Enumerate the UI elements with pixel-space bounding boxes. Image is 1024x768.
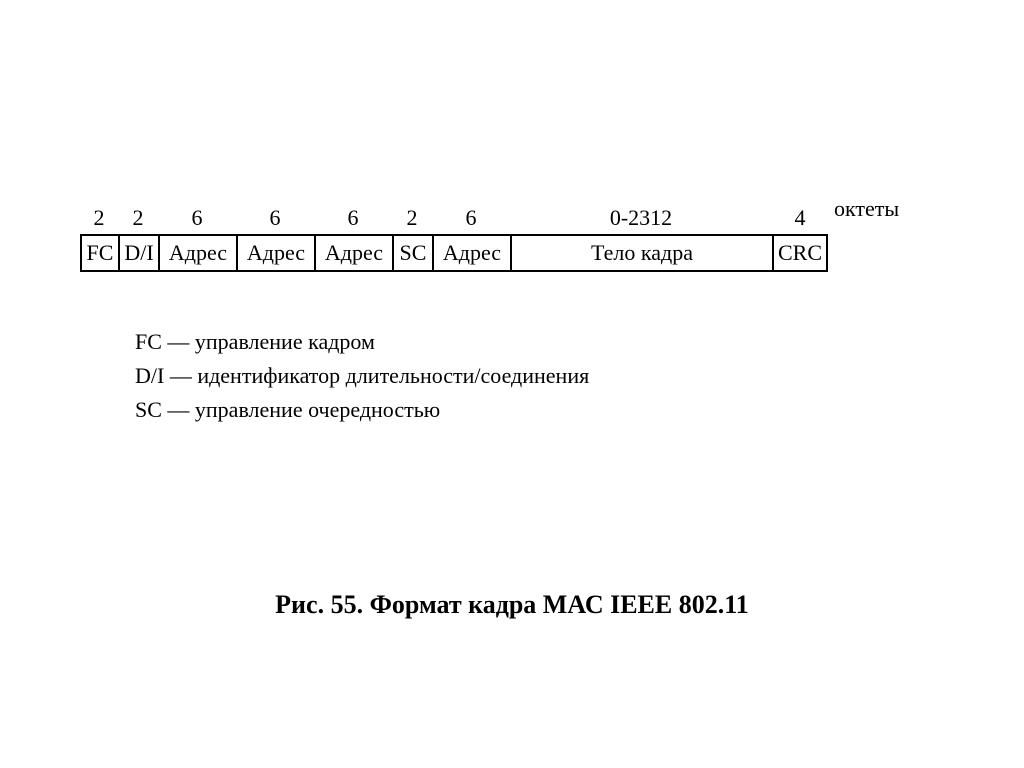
octet-count-label: 6	[314, 204, 392, 232]
page: 22666260-23124октеты FCD/IАдресАдресАдре…	[0, 0, 1024, 768]
legend-item: FC — управление кадром	[135, 325, 589, 359]
octet-unit-label: октеты	[834, 190, 899, 232]
octet-count-label: 6	[236, 204, 314, 232]
octet-counts-row: 22666260-23124октеты	[80, 190, 960, 232]
frame-field-cell: FC	[80, 234, 118, 272]
frame-field-cell: Тело кадра	[510, 234, 772, 272]
legend: FC — управление кадромD/I — идентификато…	[135, 325, 589, 427]
frame-format-diagram: 22666260-23124октеты FCD/IАдресАдресАдре…	[80, 190, 960, 272]
frame-field-cell: SC	[392, 234, 432, 272]
octet-count-label: 2	[80, 204, 118, 232]
frame-field-cell: Адрес	[236, 234, 314, 272]
octet-count-label: 0-2312	[510, 204, 772, 232]
frame-field-cell: D/I	[118, 234, 158, 272]
octet-count-label: 6	[432, 204, 510, 232]
legend-item: D/I — идентификатор длительности/соедине…	[135, 359, 589, 393]
figure-caption: Рис. 55. Формат кадра МАС IEEE 802.11	[0, 590, 1024, 620]
octet-count-label: 6	[158, 204, 236, 232]
octet-count-label: 4	[772, 204, 828, 232]
legend-item: SC — управление очередностью	[135, 393, 589, 427]
octet-count-label: 2	[392, 204, 432, 232]
frame-field-cell: Адрес	[158, 234, 236, 272]
frame-field-cell: CRC	[772, 234, 828, 272]
frame-field-cell: Адрес	[314, 234, 392, 272]
octet-count-label: 2	[118, 204, 158, 232]
frame-fields-row: FCD/IАдресАдресАдресSCАдресТело кадраCRC	[80, 234, 960, 272]
frame-field-cell: Адрес	[432, 234, 510, 272]
